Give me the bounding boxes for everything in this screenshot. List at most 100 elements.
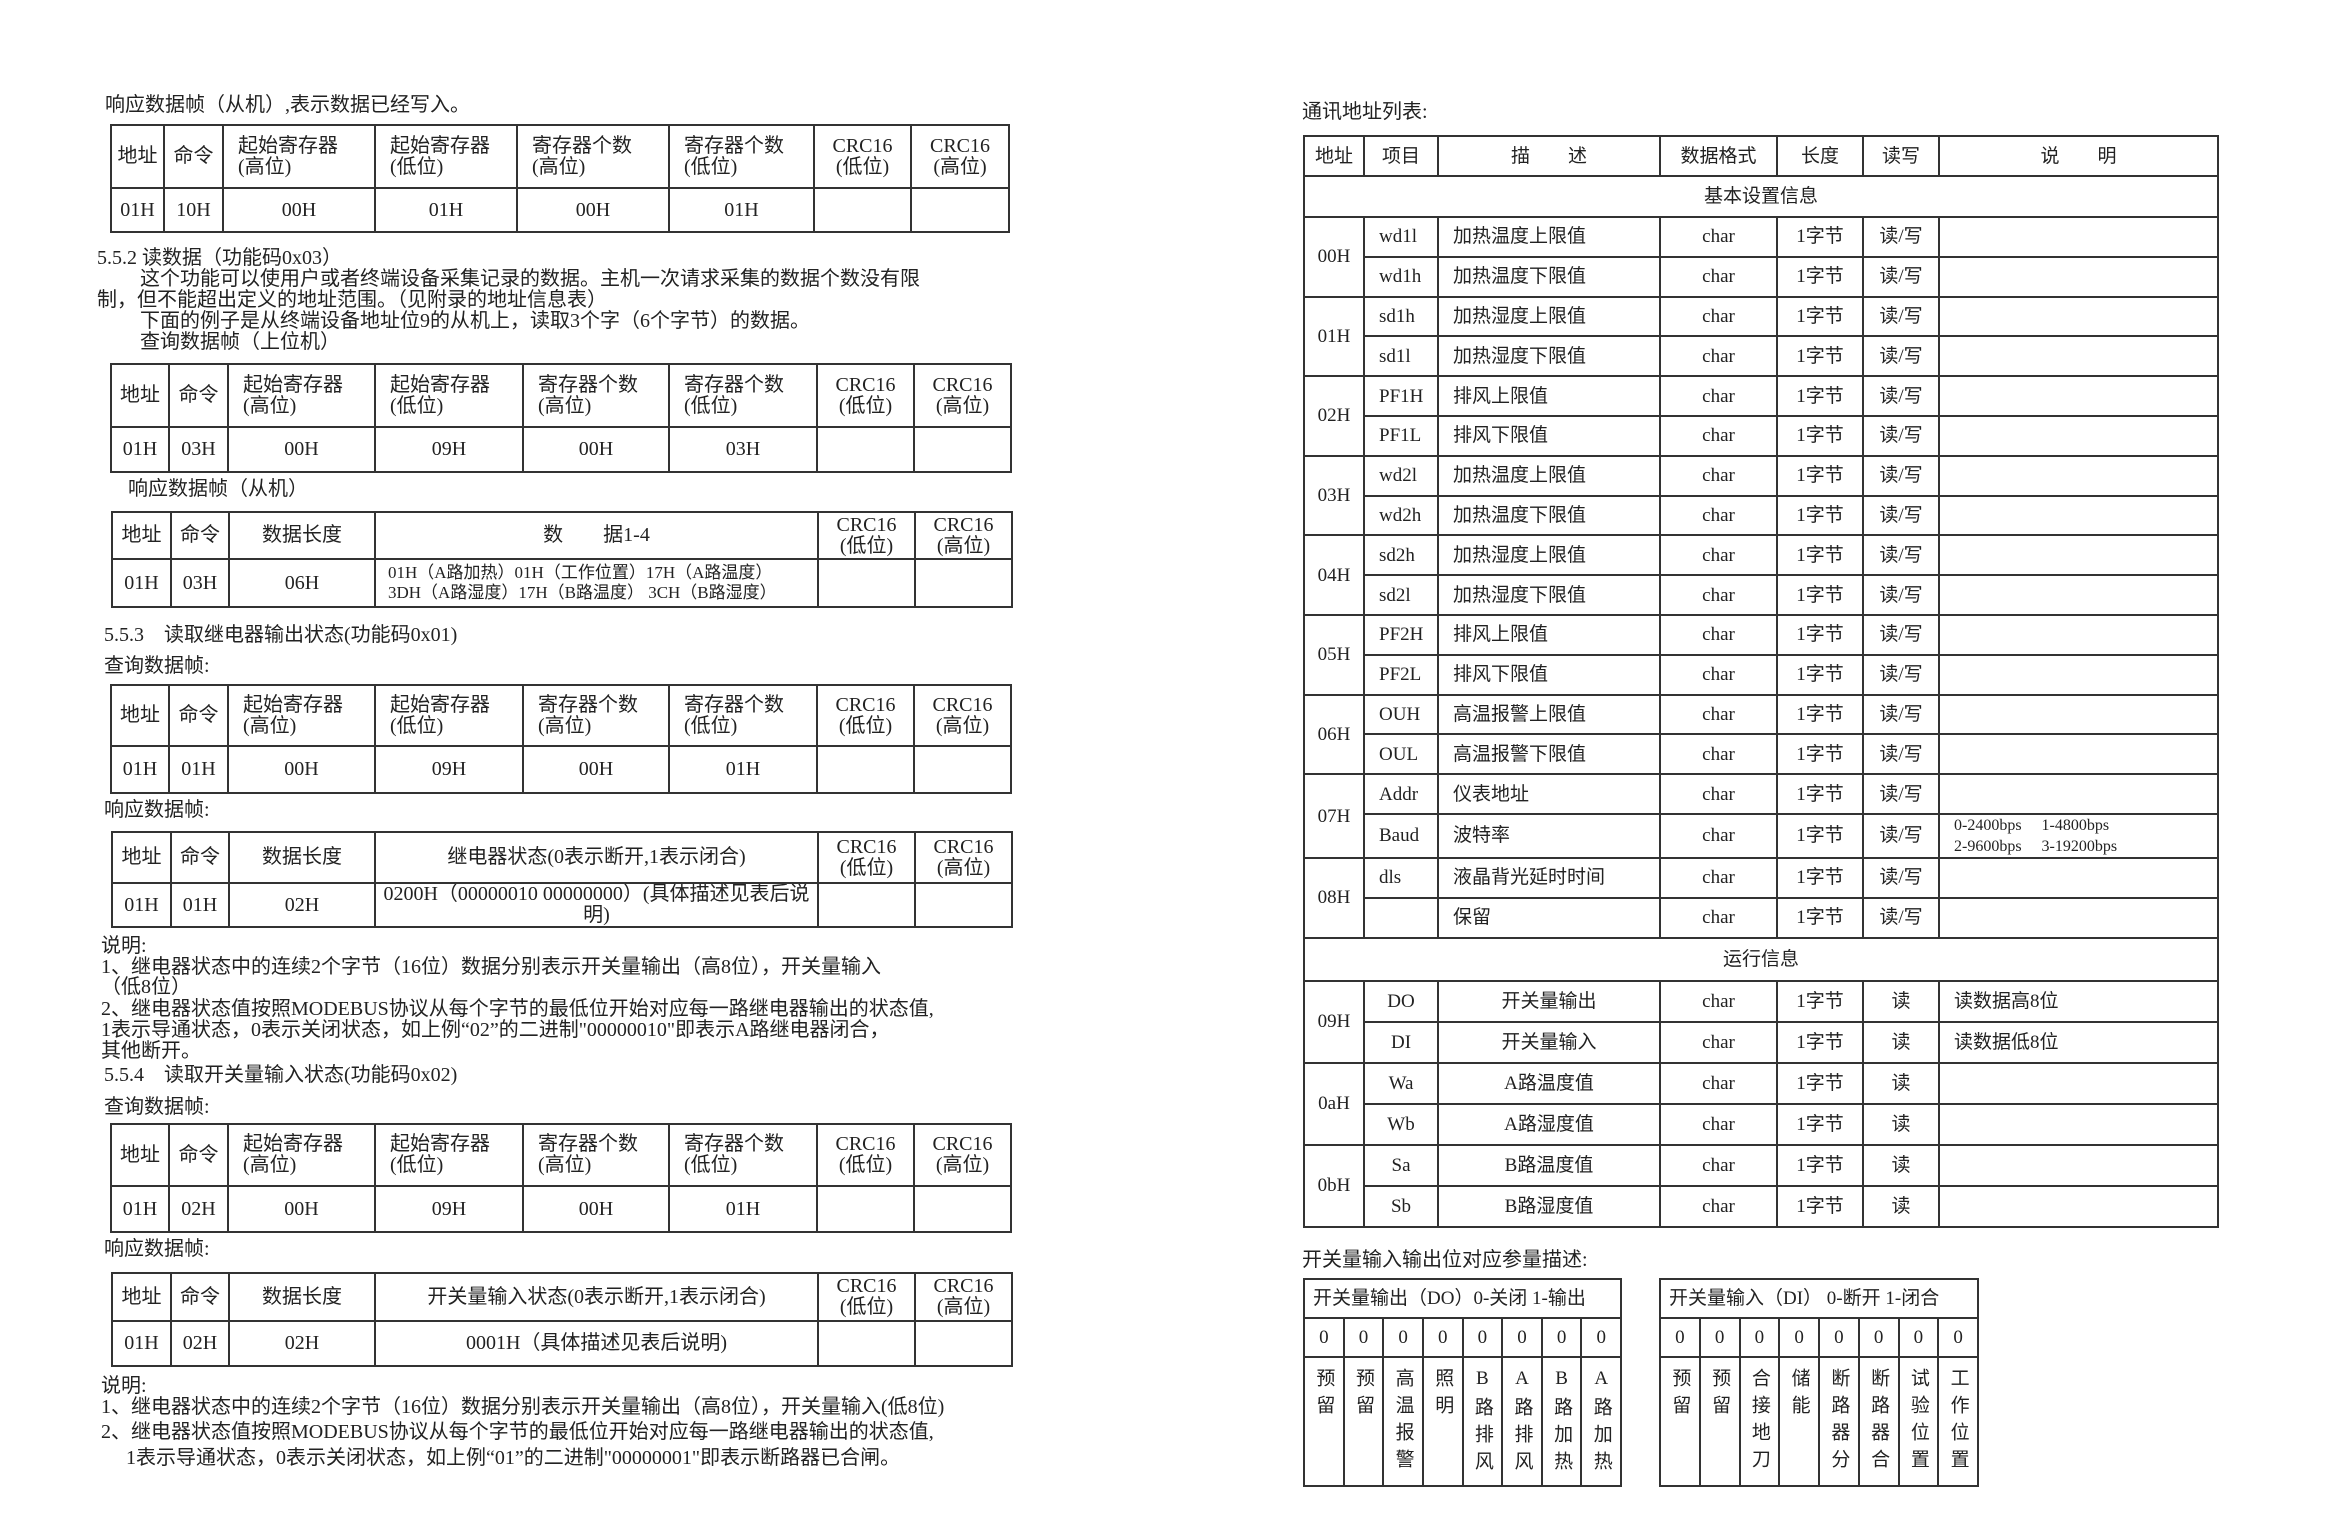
note-cell <box>1938 454 2219 497</box>
table-cell: 01H（A路加热）01H（工作位置）17H（A路温度） 3DH（A路湿度）17H… <box>374 558 819 608</box>
bit-label: 预留 <box>1709 1368 1731 1422</box>
note-cell <box>1938 216 2219 258</box>
table-cell: 02H <box>168 1185 229 1233</box>
table-cell: 01H <box>668 187 815 233</box>
address-cell: 05H <box>1303 613 1365 696</box>
format-cell: char <box>1659 733 1778 776</box>
description-cell: 加热湿度下限值 <box>1437 574 1661 616</box>
description-cell: 液晶背光延时时间 <box>1437 856 1661 899</box>
table-cell <box>914 1320 1013 1367</box>
column-header: 数据长度 <box>228 1272 376 1322</box>
note-cell <box>1938 653 2219 696</box>
column-header: 寄存器个数 (低位) <box>668 124 815 189</box>
column-header: 起始寄存器 (低位) <box>374 1123 524 1187</box>
bit-value: 0 <box>1540 1317 1583 1358</box>
query-frame-label: 查询数据帧: <box>104 655 210 677</box>
description-cell: 开关量输入 <box>1437 1020 1661 1064</box>
column-header: 地址 <box>110 124 165 189</box>
column-header: CRC16 (高位) <box>913 684 1012 747</box>
column-header: 寄存器个数 (低位) <box>668 684 818 747</box>
column-header: 地址 <box>111 831 172 884</box>
bit-label: B路排风 <box>1471 1368 1493 1478</box>
bits-table-title: 开关量输入（DI） 0-断开 1-闭合 <box>1658 1278 1980 1319</box>
column-header: CRC16 (低位) <box>817 831 916 884</box>
column-header: CRC16 (低位) <box>816 363 915 428</box>
column-header: 起始寄存器 (低位) <box>374 124 518 189</box>
query-frame-label: 查询数据帧（上位机） <box>140 331 340 353</box>
item-cell: wd1l <box>1363 216 1439 258</box>
bit-label-cell: B路排风 <box>1461 1356 1504 1487</box>
table-cell: 03H <box>168 426 229 473</box>
address-list-title: 通讯地址列表: <box>1302 101 1428 123</box>
item-cell: Baud <box>1363 812 1439 859</box>
item-cell: Sb <box>1363 1184 1439 1228</box>
bit-label: 预留 <box>1313 1368 1335 1422</box>
table-cell: 09H <box>374 426 524 473</box>
read-write-cell: 读/写 <box>1862 534 1940 577</box>
column-header: 地址 <box>110 684 170 747</box>
note-cell <box>1938 335 2219 378</box>
description-cell: 仪表地址 <box>1437 773 1661 815</box>
table-cell <box>816 426 915 473</box>
table-row: 01H 03H 06H 01H（A路加热）01H（工作位置）17H（A路温度） 3DH… <box>111 558 1013 608</box>
table-row: 01H 02H 00H 09H 00H 01H <box>110 1185 1012 1233</box>
bit-label: 预留 <box>1352 1368 1374 1422</box>
description-cell: 排风上限值 <box>1437 613 1661 656</box>
address-cell: 0bH <box>1303 1143 1365 1228</box>
column-header: 说 明 <box>1938 135 2219 177</box>
table-cell <box>913 426 1012 473</box>
table-row: PF1L 排风下限值 char 1字节 读/写 <box>1304 414 2219 457</box>
format-cell: char <box>1659 773 1778 815</box>
length-cell: 1字节 <box>1776 979 1864 1023</box>
notes-line: 1、继电器状态中的连续2个字节（16位）数据分别表示开关量输出（高8位），开关量… <box>101 956 881 978</box>
column-header: 命令 <box>163 124 224 189</box>
item-cell: wd2h <box>1363 494 1439 537</box>
table-cell: 01H <box>668 745 818 794</box>
item-cell: sd1h <box>1363 295 1439 338</box>
bit-label: 储能 <box>1788 1368 1810 1422</box>
table-cell: 02H <box>170 1320 230 1367</box>
bit-label-cell: 预留 <box>1698 1356 1741 1487</box>
read-write-cell: 读/写 <box>1862 494 1940 537</box>
description-cell: 加热温度下限值 <box>1437 255 1661 298</box>
note-cell: 读数据低8位 <box>1938 1020 2219 1064</box>
column-header: 寄存器个数 (高位) <box>522 1123 670 1187</box>
column-header: CRC16 (高位) <box>913 363 1012 428</box>
item-cell: PF2L <box>1363 653 1439 696</box>
table-cell: 00H <box>516 187 670 233</box>
address-list-table: 地址 项目描 述数据格式 长度 读写说 明基本设置信息 00H wd1l 加热温度上限值 ch… <box>1303 135 2219 1228</box>
address-cell: 08H <box>1303 856 1365 939</box>
read-write-cell: 读/写 <box>1862 773 1940 815</box>
read-write-cell: 读 <box>1862 1020 1940 1064</box>
table-cell: 01H <box>111 1320 172 1367</box>
column-header: 寄存器个数 (高位) <box>522 684 670 747</box>
description-cell: A路湿度值 <box>1437 1102 1661 1146</box>
format-cell: char <box>1659 856 1778 899</box>
length-cell: 1字节 <box>1776 574 1864 616</box>
table-row: 01H 02H 02H 0001H（具体描述见表后说明) <box>111 1320 1013 1367</box>
address-cell: 02H <box>1303 375 1365 457</box>
read-write-cell: 读/写 <box>1862 454 1940 497</box>
bit-label: A路排风 <box>1511 1368 1533 1478</box>
read-write-cell: 读/写 <box>1862 295 1940 338</box>
length-cell: 1字节 <box>1776 896 1864 939</box>
bit-value: 0 <box>1461 1317 1504 1358</box>
table-cell: 00H <box>522 1185 670 1233</box>
column-header: 地址 <box>110 1123 170 1187</box>
response-frame-label: 响应数据帧: <box>104 799 210 821</box>
frame-table-t2: 地址 命令 起始寄存器 (高位) 起始寄存器 (低位) 寄存器个数 (高位) 寄存器个数 … <box>110 363 1012 473</box>
item-cell: OUH <box>1363 693 1439 736</box>
column-header: 数据长度 <box>228 831 376 884</box>
note-cell <box>1938 773 2219 815</box>
item-cell: PF2H <box>1363 613 1439 656</box>
note-cell <box>1938 534 2219 577</box>
frame-table-t7: 地址 命令 数据长度 开关量输入状态(0表示断开,1表示闭合) CRC16 (低位) CR… <box>111 1272 1013 1367</box>
format-cell: char <box>1659 335 1778 378</box>
table-row: PF2L 排风下限值 char 1字节 读/写 <box>1304 653 2219 696</box>
description-cell: 加热湿度下限值 <box>1437 335 1661 378</box>
column-header: CRC16 (低位) <box>816 1123 915 1187</box>
address-cell: 04H <box>1303 534 1365 616</box>
frame-table-t6: 地址 命令 起始寄存器 (高位) 起始寄存器 (低位) 寄存器个数 (高位) 寄存器个数 … <box>110 1123 1012 1233</box>
description-cell: 排风下限值 <box>1437 414 1661 457</box>
